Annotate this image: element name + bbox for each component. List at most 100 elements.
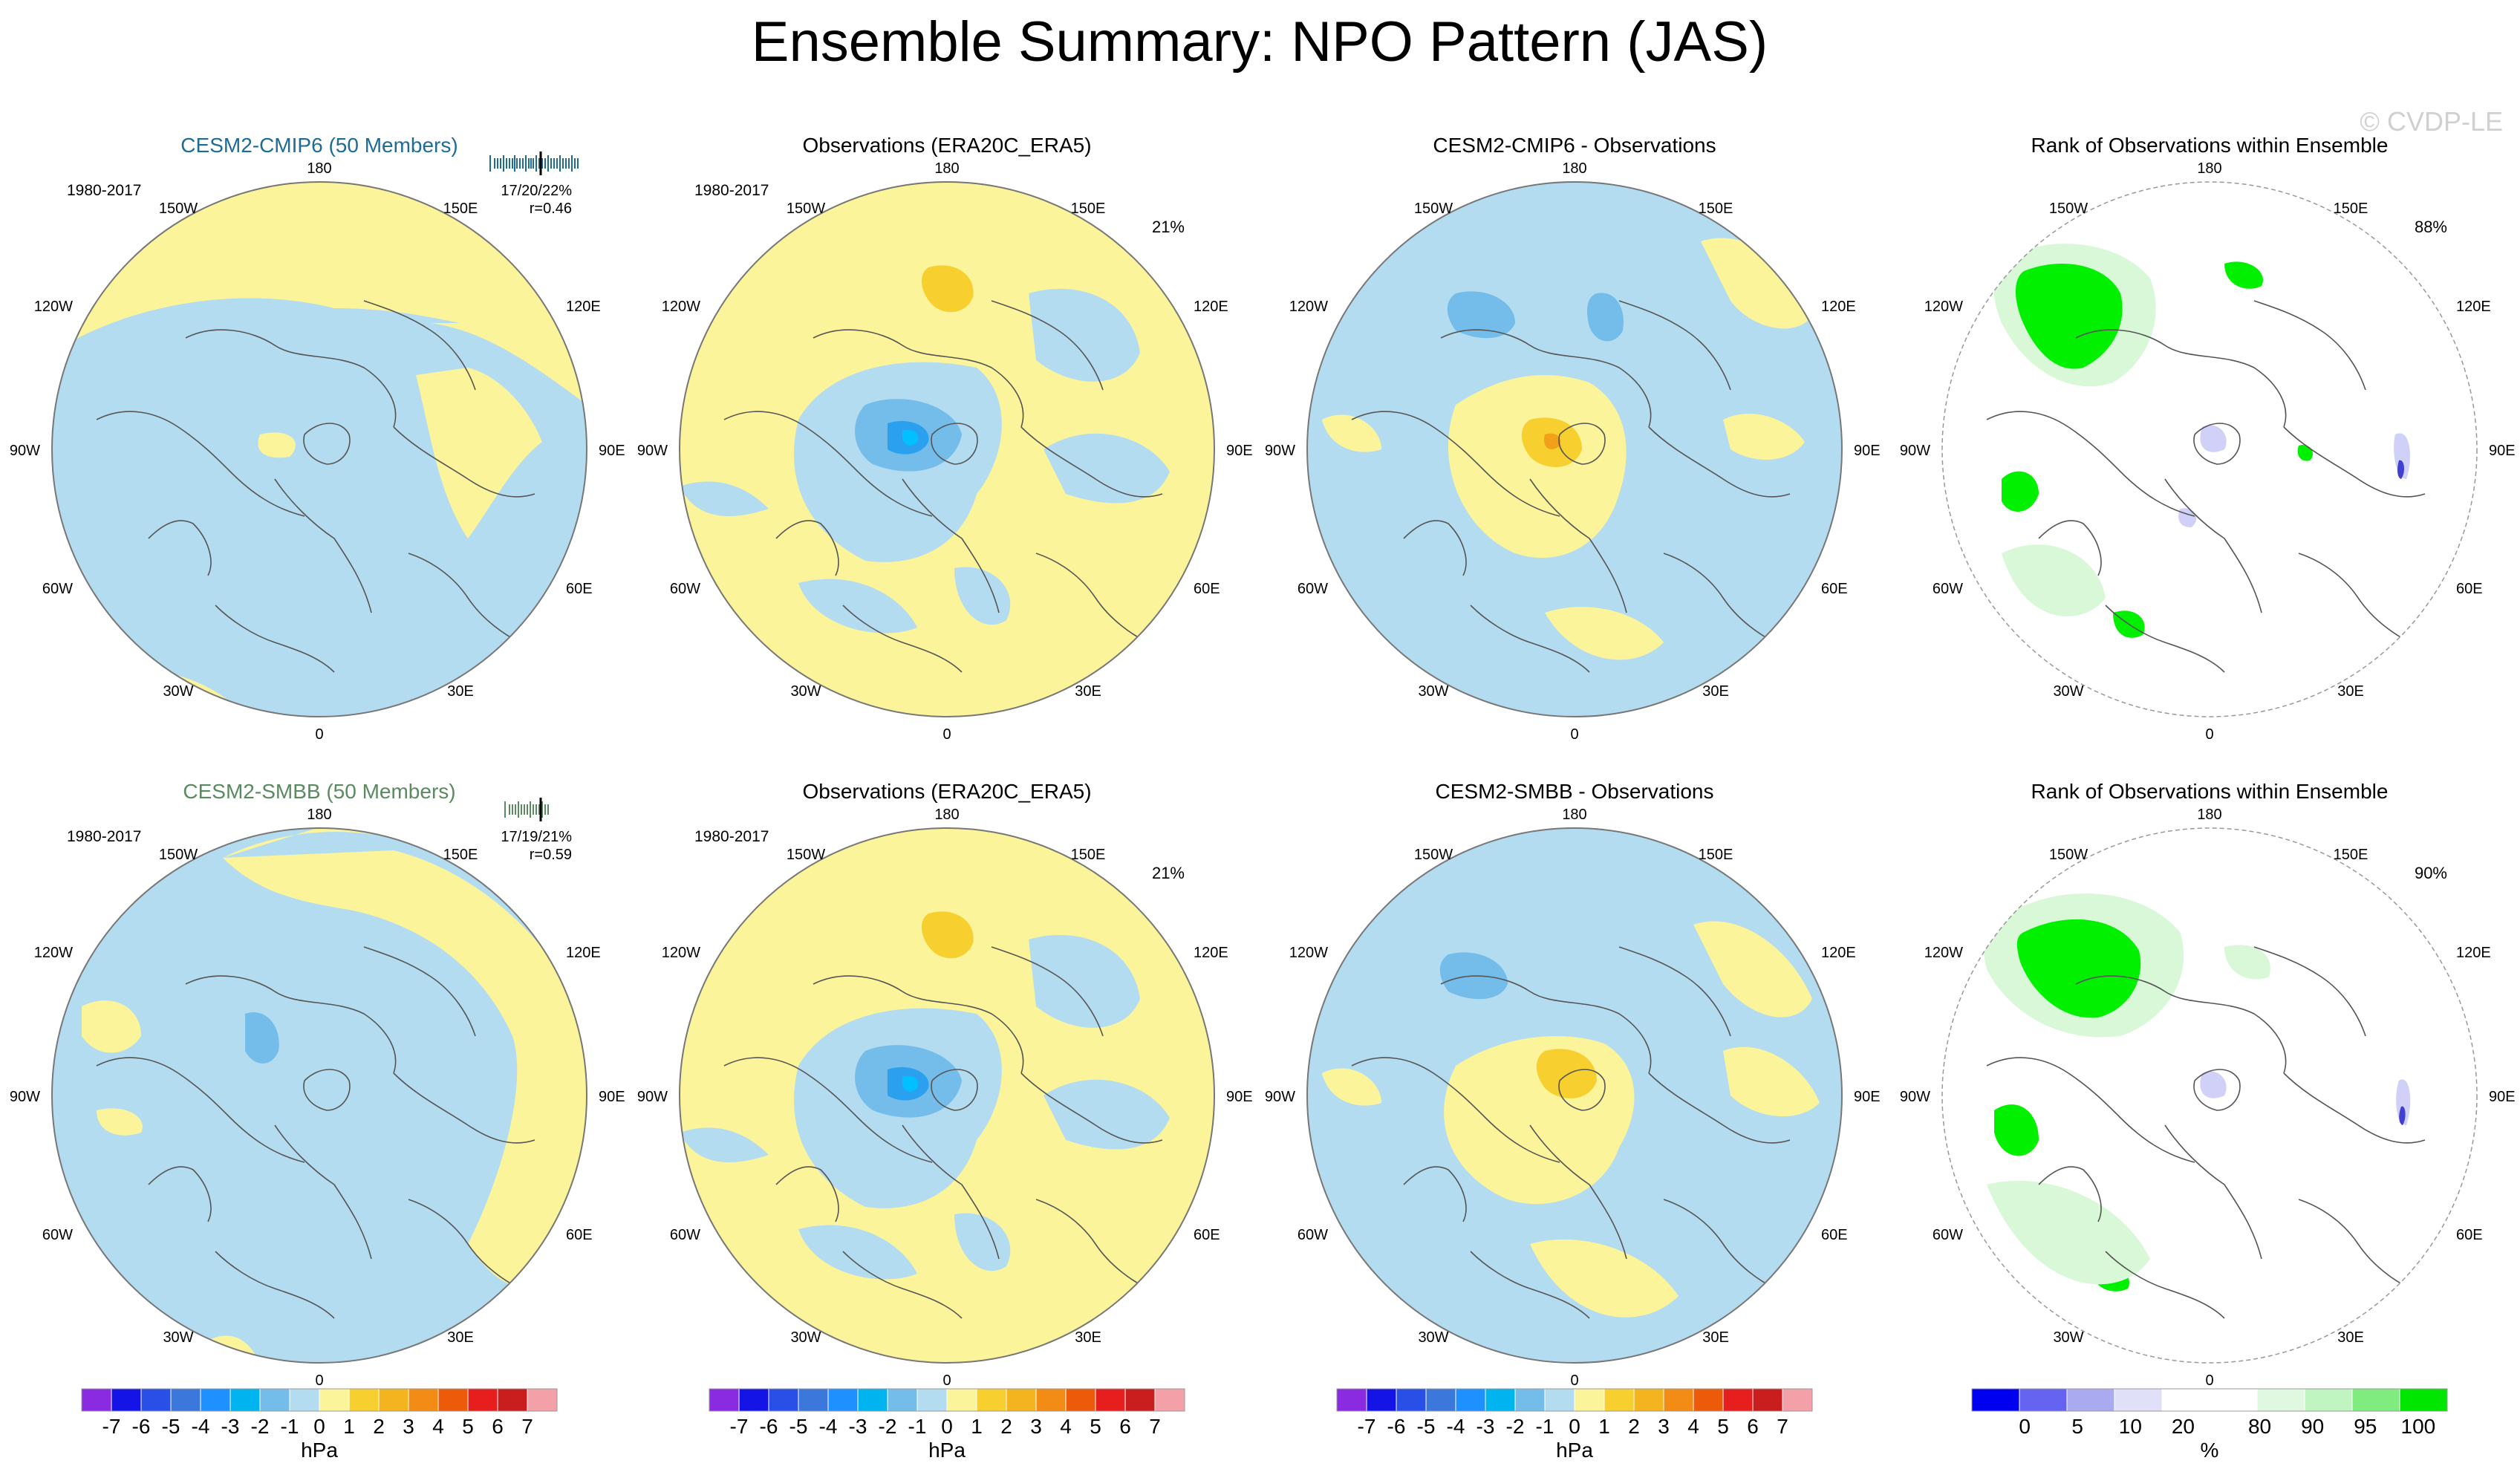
colorbar-swatch [1035,1388,1067,1412]
coastline [775,1166,839,1222]
colorbar-tick-label: 0 [941,1415,953,1438]
colorbar-tick-label: 2 [373,1415,385,1438]
longitude-label: 180 [934,160,959,177]
longitude-label: 60W [1933,1227,1963,1243]
colorbar: -7 -6 -5 -4 -3 -2 -1 0 1 2 3 4 5 6 7 hPa [709,1388,1185,1462]
colorbar-swatch [1544,1388,1575,1412]
colorbar-swatch [827,1388,859,1412]
coastline [723,1057,933,1163]
colorbar-tick-label: -2 [1506,1415,1525,1438]
coastlines [1986,300,2426,673]
colorbar-tick-label: -4 [819,1415,838,1438]
colorbar-tick-label: -3 [849,1415,867,1438]
contour-fills [680,265,1170,673]
coastline [1440,975,1652,1074]
longitude-label: 90E [599,1089,625,1105]
colorbar-tick-label: -3 [221,1415,240,1438]
longitude-label: 120W [1924,299,1963,315]
colorbar-swatch [1154,1388,1185,1412]
colorbar-swatch [81,1388,112,1412]
contour-region [902,1075,919,1092]
contour-region [2399,1106,2406,1125]
coastline [2298,553,2411,643]
panel-title: Rank of Observations within Ensemble [2031,134,2389,157]
longitude-label: 60E [1194,581,1220,597]
colorbar-swatch [1396,1388,1427,1412]
map-panels: CESM2-CMIP6 (50 Members) 180 0 90W 90E 150W 12… [10,134,2516,1389]
colorbar-tick-label: 6 [1119,1415,1131,1438]
longitude-label: 180 [307,807,331,823]
coastline [1529,1124,1627,1260]
coastline [363,946,476,1037]
colorbar-tick-label: 5 [1090,1415,1101,1438]
longitude-label: 30W [790,683,821,700]
pattern-correlation: r=0.46 [530,201,572,217]
longitude-label: 30E [447,1329,474,1346]
colorbar-tick-label: 90 [2301,1415,2324,1438]
coastline [842,605,963,673]
map-panel: Rank of Observations within Ensemble 180 0… [1900,780,2516,1389]
coastline [96,411,305,517]
colorbar-swatch [709,1388,740,1412]
colorbar-tick-label: 3 [403,1415,414,1438]
longitude-label: 30E [1702,1329,1729,1346]
watermark: © CVDP-LE [2360,106,2503,137]
coastline [1648,1072,1791,1144]
longitude-label: 180 [2197,807,2221,823]
map-panel: CESM2-SMBB (50 Members) 180 0 90W 90E 150W 120… [10,780,625,1389]
longitude-label: 120W [662,945,700,961]
map-panel: Rank of Observations within Ensemble 180 0… [1900,134,2516,743]
longitude-label: 120W [1924,945,1963,961]
colorbar-swatch [857,1388,888,1412]
coastline [2105,605,2225,673]
coastline [1470,605,1590,673]
colorbar-unit: hPa [928,1439,966,1462]
longitude-label: 60E [1821,1227,1848,1243]
map-background [52,828,587,1363]
contour-region [1544,433,1561,449]
map-border [1941,181,2478,717]
contour-region [2200,425,2227,452]
colorbar-tick-label: 3 [1030,1415,1042,1438]
coastline [1618,946,1731,1037]
colorbar-tick-label: -5 [162,1415,180,1438]
colorbar-tick-label: 5 [2071,1415,2083,1438]
member-tick-strip [489,152,579,175]
colorbar-tick-label: 20 [2172,1415,2195,1438]
coastlines [1986,946,2426,1319]
colorbar: 0 5 10 20 80 90 95 100% [1971,1388,2448,1462]
longitude-label: 30W [163,683,193,700]
coastline [303,1069,351,1111]
contour-region [1987,1180,2150,1285]
map-panel: CESM2-CMIP6 - Observations 180 0 90W 90E 150W… [1265,134,1881,743]
coastline [2038,520,2102,576]
colorbar-tick-label: -2 [879,1415,897,1438]
longitude-label: 90W [1265,443,1295,459]
longitude-label: 30W [2053,683,2083,700]
longitude-label: 150E [1699,847,1733,863]
longitude-label: 60E [566,1227,593,1243]
coastline [2075,975,2287,1074]
coastline [902,478,1000,613]
colorbar-swatch [1782,1388,1813,1412]
colorbar-swatch [798,1388,829,1412]
colorbar-swatch [2209,1388,2258,1412]
longitude-label: 90W [637,1089,668,1105]
colorbar-swatch [1485,1388,1516,1412]
contour-region [1322,1068,1381,1106]
coastline [842,1251,963,1319]
longitude-label: 30E [1075,683,1101,700]
contour-region [1447,291,1515,339]
longitude-label: 90W [10,443,40,459]
colorbar-swatch [200,1388,231,1412]
contour-region [1530,1239,1679,1318]
coastline [991,300,1104,391]
map-panel: CESM2-CMIP6 (50 Members) 180 0 90W 90E 150W 12… [10,134,625,743]
colorbar-swatch [527,1388,558,1412]
coastline [185,975,397,1074]
colorbar-swatch [1124,1388,1156,1412]
coastline [1440,329,1652,428]
contour-fills [52,182,587,717]
longitude-label: 180 [2197,160,2221,177]
colorbar-tick-label: -6 [1387,1415,1406,1438]
